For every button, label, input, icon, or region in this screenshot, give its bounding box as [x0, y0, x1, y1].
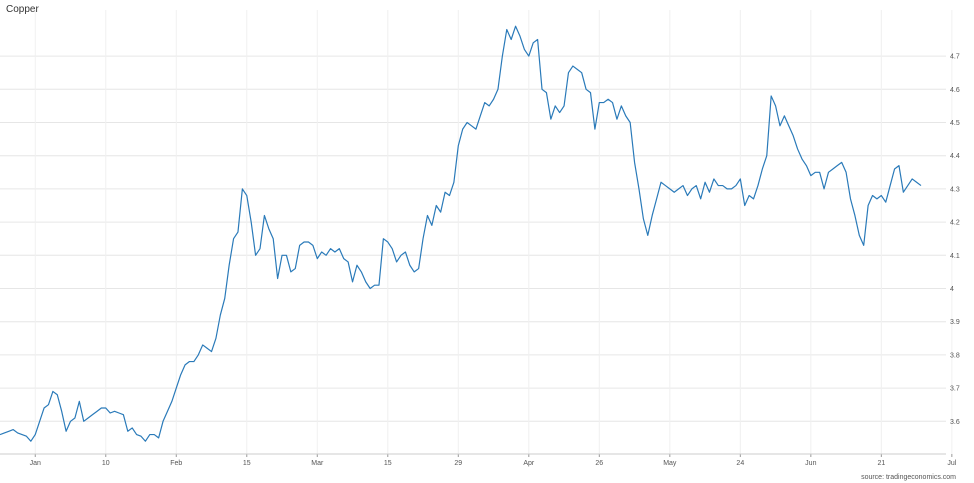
copper-price-line [0, 25, 922, 442]
y-tick-label: 4.1 [950, 253, 960, 260]
x-tick-label: 15 [243, 460, 251, 467]
y-tick-label: 3.6 [950, 419, 960, 426]
source-note: source: tradingeconomics.com [861, 474, 956, 481]
x-tick-label: Feb [170, 460, 182, 467]
chart-title: Copper [6, 4, 39, 15]
y-tick-label: 4.6 [950, 87, 960, 94]
x-tick-label: May [663, 460, 677, 467]
x-tick-label: Jun [805, 460, 816, 467]
x-tick-label: Jul [947, 460, 956, 467]
y-axis-tick-labels: 3.6 3.7 3.8 3.9 4 4.1 4.2 4.3 4.4 4.5 4.6 4.7 [950, 54, 960, 426]
y-tick-label: 4.5 [950, 120, 960, 127]
x-tick-label: Apr [523, 460, 535, 467]
x-tick-label: 24 [736, 460, 744, 467]
x-tick-label: 10 [102, 460, 110, 467]
y-tick-label: 4.2 [950, 220, 960, 227]
x-tick-label: 26 [595, 460, 603, 467]
y-tick-label: 4 [950, 286, 954, 293]
y-tick-label: 3.7 [950, 386, 960, 393]
x-tick-label: 15 [384, 460, 392, 467]
x-tick-label: 29 [454, 460, 462, 467]
y-tick-label: 4.3 [950, 186, 960, 193]
y-tick-label: 4.4 [950, 153, 960, 160]
series-layer [0, 25, 922, 442]
grid-lines [0, 10, 953, 457]
y-tick-label: 3.9 [950, 319, 960, 326]
x-axis-tick-labels: Jan10Feb15Mar1529Apr26May24Jun21Jul19Aug… [30, 460, 957, 467]
x-tick-label: Mar [311, 460, 324, 467]
y-tick-label: 4.7 [950, 54, 960, 61]
x-tick-label: Jan [30, 460, 41, 467]
y-tick-label: 3.8 [950, 352, 960, 359]
x-tick-label: 21 [877, 460, 885, 467]
